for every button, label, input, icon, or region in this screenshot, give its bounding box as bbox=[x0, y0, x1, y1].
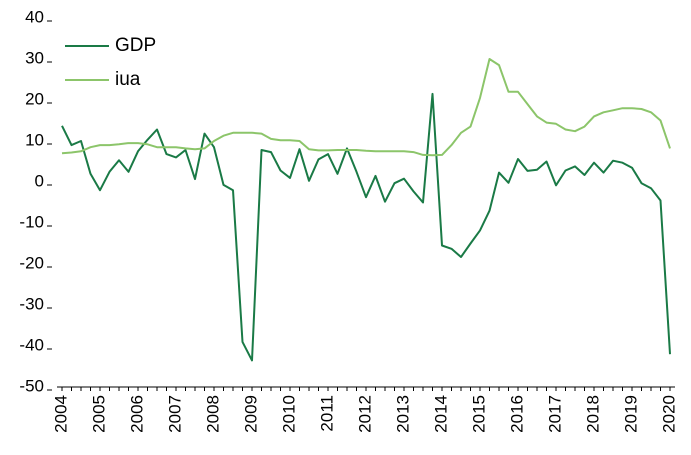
x-tick-label: 2015 bbox=[469, 395, 488, 433]
line-series bbox=[61, 92, 671, 362]
y-tick-label: -20 bbox=[19, 253, 44, 272]
y-tick-label: -10 bbox=[19, 212, 44, 231]
y-tick-label: 10 bbox=[25, 130, 44, 149]
x-tick-label: 2019 bbox=[621, 395, 640, 433]
x-tick-label: 2011 bbox=[317, 395, 336, 432]
x-tick-label: 2017 bbox=[545, 395, 564, 433]
x-tick-label: 2004 bbox=[51, 395, 70, 433]
x-tick-label: 2018 bbox=[583, 395, 602, 433]
legend-label: iua bbox=[115, 69, 141, 90]
y-tick-label: 20 bbox=[25, 89, 44, 108]
x-tick-label: 2020 bbox=[659, 395, 678, 433]
x-tick-label: 2005 bbox=[89, 395, 108, 433]
line-series bbox=[61, 58, 671, 157]
x-tick-label: 2006 bbox=[127, 395, 146, 433]
x-tick-label: 2013 bbox=[393, 395, 412, 433]
legend-label: GDP bbox=[115, 35, 156, 56]
x-tick-label: 2014 bbox=[431, 395, 450, 433]
x-tick-label: 2007 bbox=[165, 395, 184, 433]
x-tick-label: 2010 bbox=[279, 395, 298, 433]
x-tick-label: 2016 bbox=[507, 395, 526, 433]
x-tick-label: 2009 bbox=[241, 395, 260, 433]
x-tick-label: 2008 bbox=[203, 395, 222, 433]
y-tick-label: -40 bbox=[19, 335, 44, 354]
y-tick-label: -50 bbox=[19, 376, 44, 395]
y-tick-label: 30 bbox=[25, 48, 44, 67]
y-tick-label: 0 bbox=[35, 171, 44, 190]
y-tick-label: -30 bbox=[19, 294, 44, 313]
y-tick-label: 40 bbox=[25, 7, 44, 26]
x-tick-label: 2012 bbox=[355, 395, 374, 433]
